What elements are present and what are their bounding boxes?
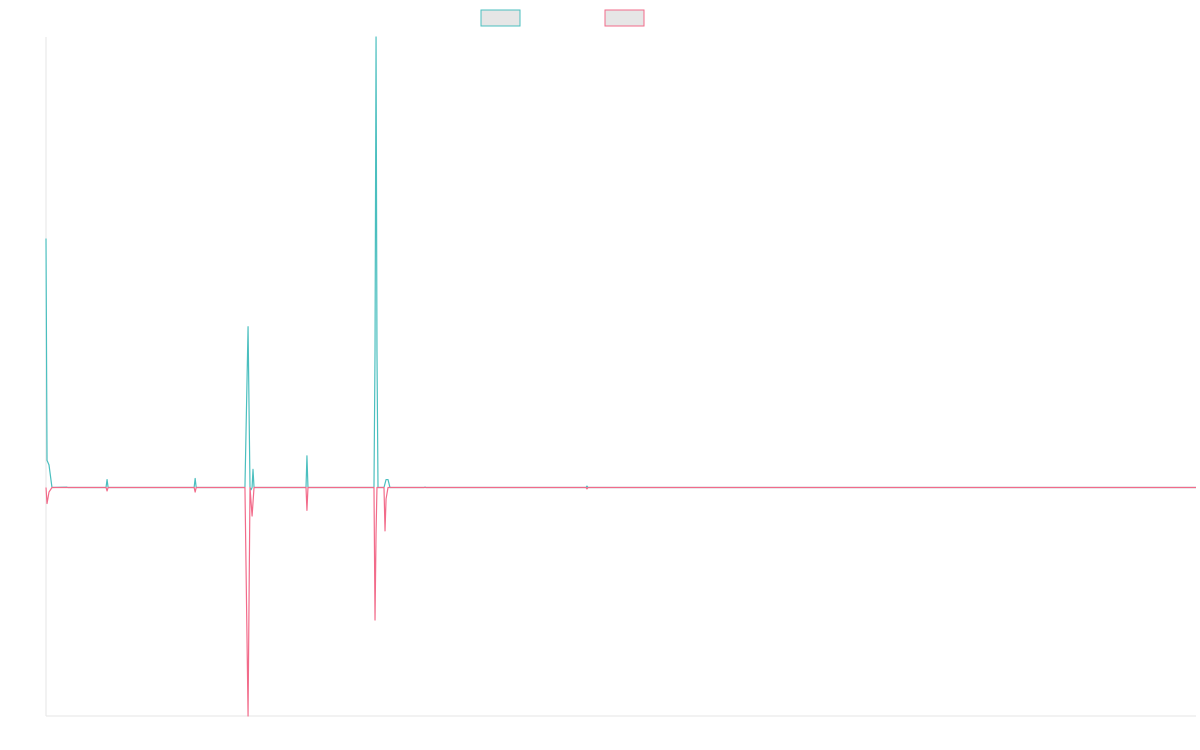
legend [480,9,645,27]
series-line-1 [45,36,1196,491]
legend-swatch-1[interactable] [480,9,521,27]
series-layer [45,36,1196,717]
series-line-2 [45,486,1196,717]
legend-swatch-2[interactable] [604,9,645,27]
